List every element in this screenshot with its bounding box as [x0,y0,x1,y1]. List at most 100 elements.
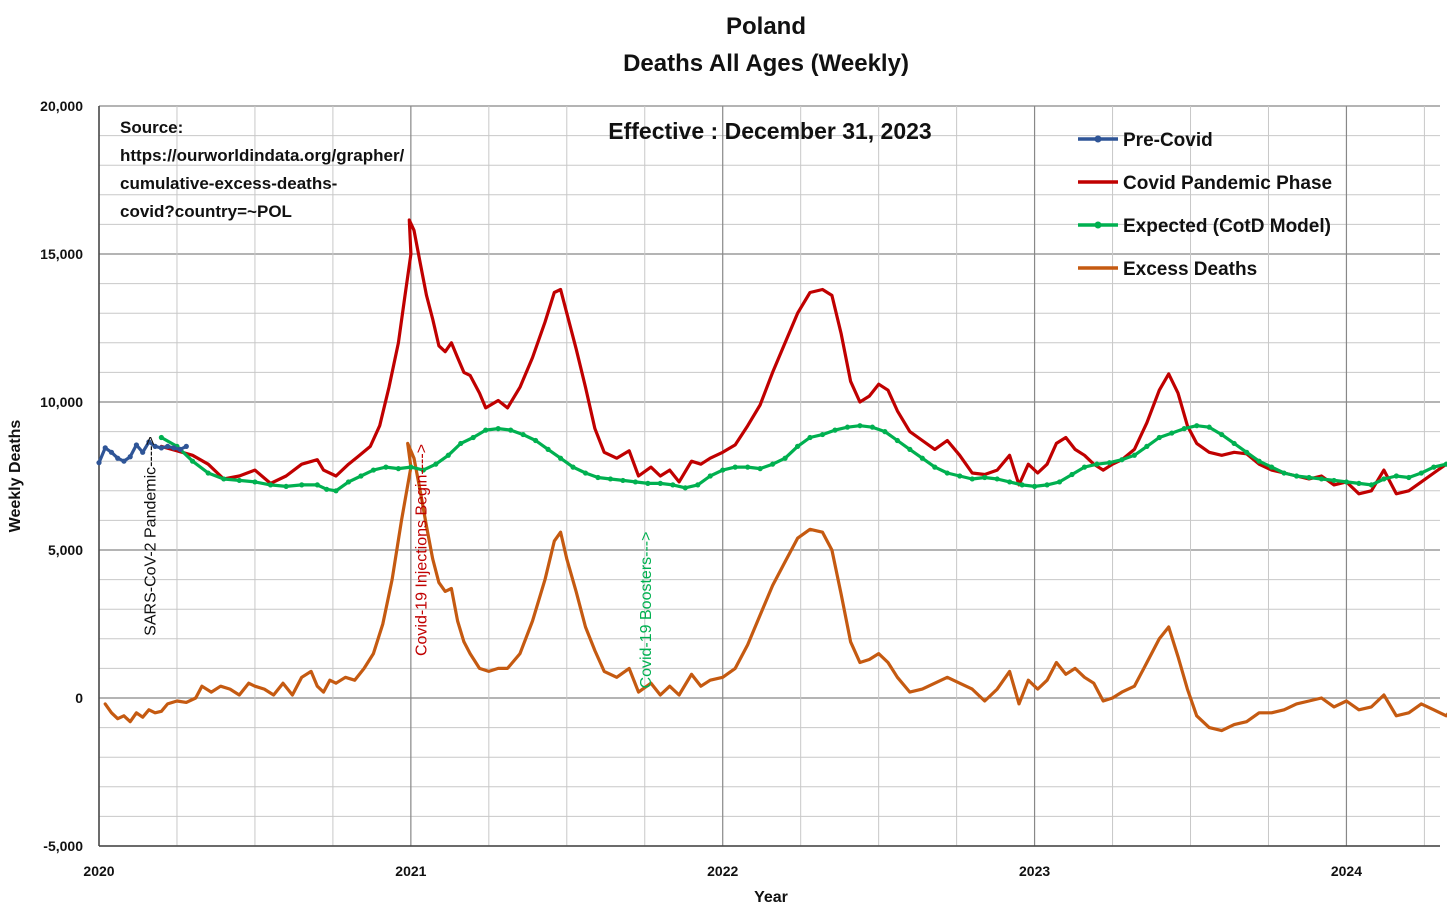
data-point-expected-cotd-model [969,476,975,482]
data-point-expected-cotd-model [252,479,258,485]
data-point-expected-cotd-model [1206,424,1212,430]
data-point-expected-cotd-model [682,485,688,491]
data-point-expected-cotd-model [645,480,651,486]
series-lines [96,218,1447,733]
data-point-expected-cotd-model [545,446,551,452]
data-point-expected-cotd-model [205,470,211,476]
data-point-expected-cotd-model [314,482,320,488]
data-point-pre-covid [171,445,177,451]
data-point-expected-cotd-model [620,477,626,484]
data-point-expected-cotd-model [1106,460,1113,466]
source-line-1: Source: [120,118,183,137]
data-point-expected-cotd-model [433,461,439,467]
annotation-label: Covid-19 Injections Begin----> [414,444,431,656]
series-line-excess-deaths [103,441,1447,733]
y-tick-label: 0 [75,690,83,706]
data-point-expected-cotd-model [595,474,601,481]
data-point-expected-cotd-model [1231,440,1237,447]
annotation-label: SARS-CoV-2 Pandemic----> [142,436,159,636]
data-point-pre-covid [102,445,108,451]
source-line-3: cumulative-excess-deaths- [120,174,337,193]
data-point-expected-cotd-model [882,429,888,435]
data-point-pre-covid [177,446,183,452]
data-point-expected-cotd-model [657,480,663,486]
data-point-expected-cotd-model [1007,479,1013,485]
data-point-expected-cotd-model [1119,457,1125,463]
data-point-expected-cotd-model [1094,461,1100,467]
data-point-expected-cotd-model [707,473,713,479]
data-point-expected-cotd-model [894,437,900,444]
data-point-expected-cotd-model [483,427,489,433]
data-point-expected-cotd-model [1144,443,1150,449]
data-point-expected-cotd-model [869,424,876,430]
data-point-expected-cotd-model [994,476,1000,482]
data-point-expected-cotd-model [1306,474,1312,481]
x-tick-label: 2021 [395,863,426,879]
data-point-expected-cotd-model [732,464,738,470]
legend-label: Excess Deaths [1123,259,1257,280]
data-point-expected-cotd-model [844,424,851,430]
data-point-expected-cotd-model [1031,483,1038,489]
data-point-expected-cotd-model [445,452,451,458]
data-point-expected-cotd-model [1318,476,1325,482]
legend-label: Expected (CotD Model) [1123,216,1331,237]
data-point-expected-cotd-model [1219,431,1225,438]
data-point-expected-cotd-model [857,423,863,429]
data-point-pre-covid [146,439,152,445]
data-point-pre-covid [158,445,164,451]
data-point-expected-cotd-model [470,434,476,441]
y-tick-label: -5,000 [43,838,83,854]
data-point-expected-cotd-model [1194,423,1200,429]
data-point-expected-cotd-model [1069,471,1075,478]
data-point-expected-cotd-model [570,464,576,470]
data-point-expected-cotd-model [1244,449,1250,455]
source-line-2: https://ourworldindata.org/grapher/ [120,146,405,165]
data-point-expected-cotd-model [420,467,426,473]
x-tick-label: 2022 [707,863,738,879]
y-tick-label: 5,000 [48,542,83,558]
data-point-expected-cotd-model [370,467,377,473]
y-tick-label: 20,000 [40,98,83,114]
data-point-expected-cotd-model [770,461,776,467]
data-point-expected-cotd-model [1131,452,1137,458]
data-point-expected-cotd-model [695,482,701,488]
data-point-expected-cotd-model [408,464,414,470]
chart-subtitle: Deaths All Ages (Weekly) [623,50,909,77]
annotation-label: Covid-19 Boosters---> [638,532,655,689]
legend: Pre-Covid Covid Pandemic Phase Expected (C… [1078,130,1332,280]
data-point-expected-cotd-model [782,455,788,461]
y-tick-label: 15,000 [40,246,83,262]
data-point-expected-cotd-model [819,431,826,438]
effective-date-label: Effective : December 31, 2023 [608,118,931,144]
data-point-expected-cotd-model [1368,482,1374,488]
data-point-pre-covid [96,460,102,466]
data-point-expected-cotd-model [1156,434,1162,441]
legend-label: Pre-Covid [1123,130,1213,151]
data-point-expected-cotd-model [632,479,639,485]
data-point-pre-covid [140,449,146,455]
data-point-expected-cotd-model [932,464,938,470]
data-point-expected-cotd-model [832,427,838,433]
x-tick-label: 2023 [1019,863,1050,879]
data-point-expected-cotd-model [807,434,813,441]
data-point-expected-cotd-model [1056,479,1063,485]
data-point-pre-covid [183,443,189,449]
data-point-expected-cotd-model [944,470,950,476]
data-point-expected-cotd-model [720,467,726,473]
data-point-expected-cotd-model [383,464,389,470]
data-point-expected-cotd-model [236,477,242,484]
data-point-pre-covid [133,442,140,448]
data-point-pre-covid [165,443,171,449]
data-point-expected-cotd-model [670,482,676,488]
data-point-expected-cotd-model [1418,470,1424,476]
data-point-pre-covid [108,449,115,455]
data-point-expected-cotd-model [495,426,501,432]
legend-marker [1094,221,1102,229]
data-point-expected-cotd-model [957,473,963,479]
data-point-expected-cotd-model [333,488,339,494]
data-point-expected-cotd-model [1381,476,1387,482]
chart-title: Poland [726,13,806,40]
data-point-expected-cotd-model [395,466,401,472]
data-point-expected-cotd-model [1393,473,1399,479]
